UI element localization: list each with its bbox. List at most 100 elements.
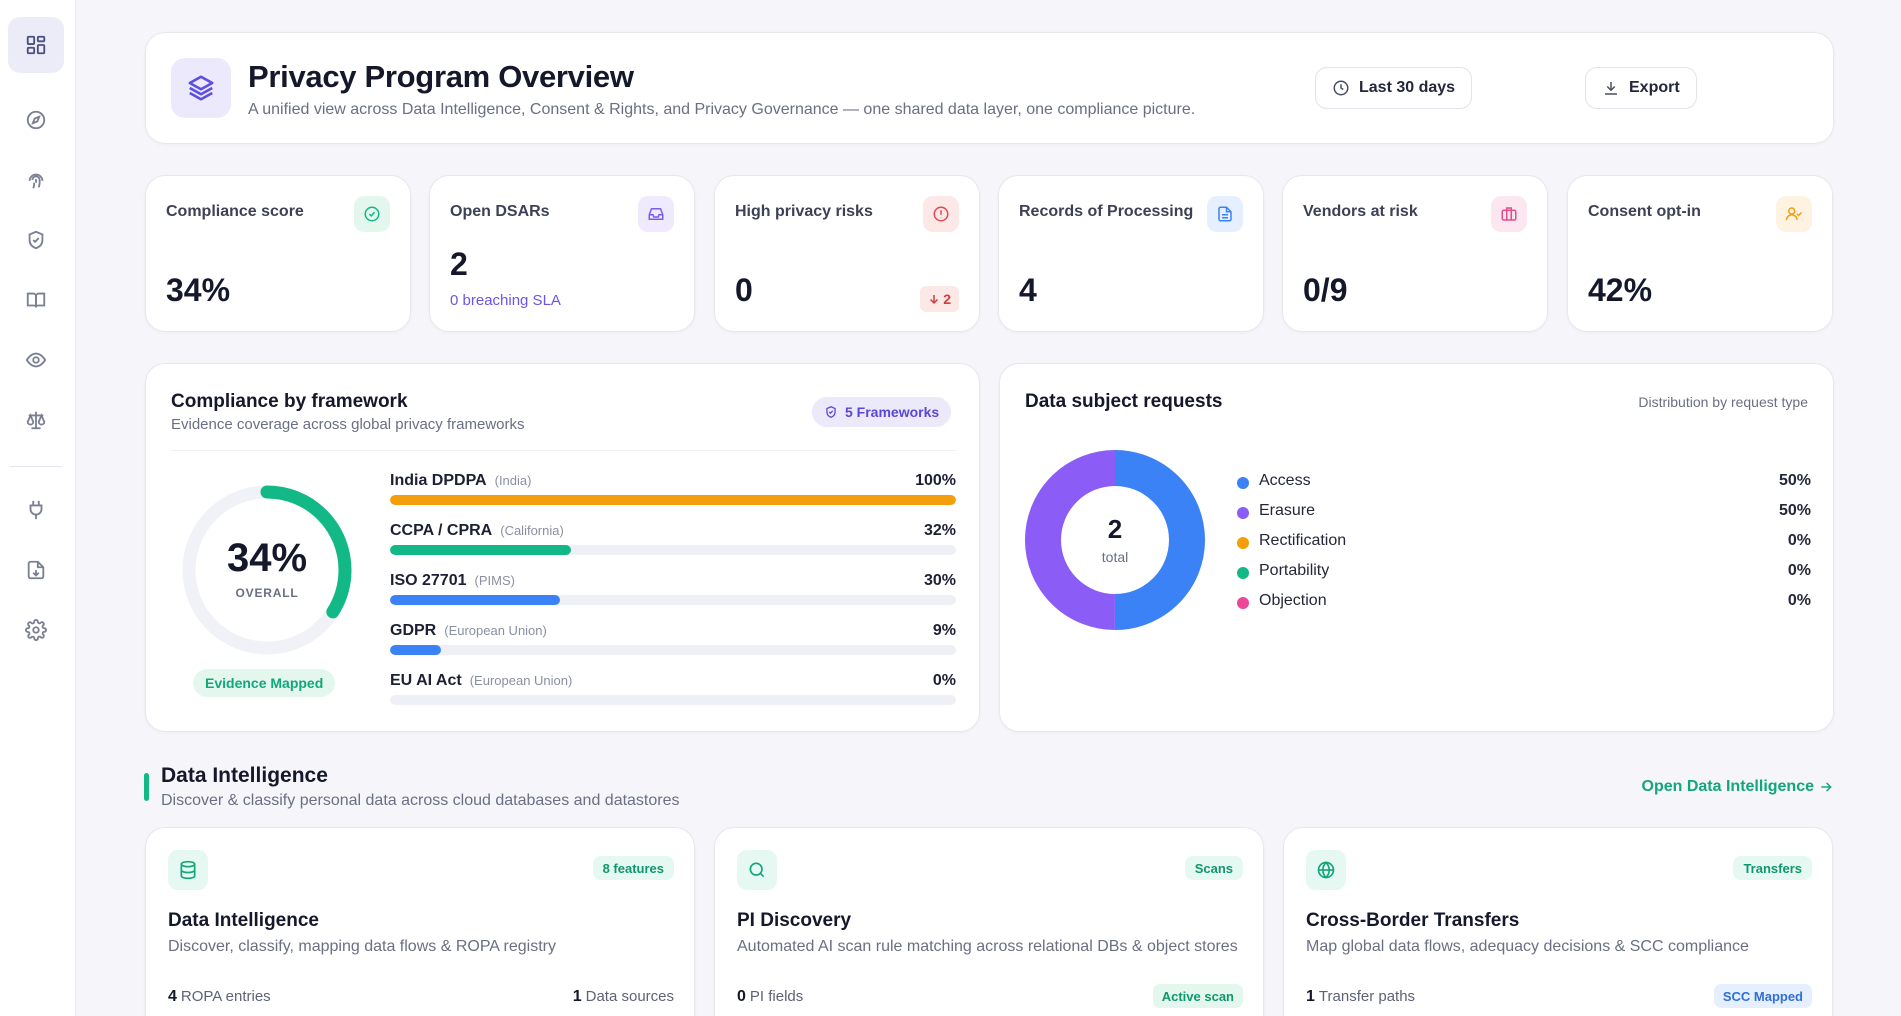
framework-progress-track (390, 595, 956, 605)
dsr-donut-chart (1025, 450, 1205, 630)
database-icon (168, 850, 208, 890)
legend-dot (1237, 537, 1249, 549)
page-title: Privacy Program Overview (248, 59, 634, 94)
sidebar-item-reports[interactable] (8, 542, 64, 598)
legend-dot (1237, 477, 1249, 489)
frameworks-count-label: 5 Frameworks (845, 404, 940, 420)
feature-card-pi-discovery[interactable]: Scans PI Discovery Automated AI scan rul… (714, 827, 1264, 1016)
stat-label: Open DSARs (450, 203, 550, 220)
framework-name-text: CCPA / CPRA (390, 522, 493, 539)
stat-value: 0/9 (1303, 272, 1348, 308)
sidebar-item-discover[interactable] (8, 92, 64, 148)
book-icon (26, 292, 46, 308)
layers-icon (171, 58, 231, 118)
framework-progress-track (390, 645, 956, 655)
sidebar-item-integrations[interactable] (8, 482, 64, 538)
legend-dot (1237, 507, 1249, 519)
framework-row[interactable]: GDPR (European Union) 9% (390, 622, 956, 664)
stat-value: 0 (735, 272, 753, 308)
divider (171, 450, 956, 451)
sidebar-item-settings[interactable] (8, 602, 64, 658)
section-accent-bar (144, 773, 149, 801)
stat-card-vendors-at-risk[interactable]: Vendors at risk 0/9 (1282, 175, 1548, 332)
framework-percent: 30% (923, 572, 956, 589)
framework-name: India DPDPA (India) (390, 472, 531, 490)
framework-row[interactable]: EU AI Act (European Union) 0% (390, 672, 956, 714)
framework-name: GDPR (European Union) (390, 622, 547, 640)
stat-card-records-of-processing[interactable]: Records of Processing 4 (998, 175, 1264, 332)
framework-name-text: ISO 27701 (390, 572, 467, 589)
legend-percent: 50% (1778, 502, 1811, 519)
framework-row[interactable]: CCPA / CPRA (California) 32% (390, 522, 956, 564)
legend-percent: 0% (1787, 592, 1811, 609)
framework-progress-fill (390, 645, 441, 655)
feature-stat: 1 Transfer paths (1306, 988, 1415, 1006)
risk-delta-badge: 2 (920, 286, 959, 312)
framework-row[interactable]: India DPDPA (India) 100% (390, 472, 956, 514)
export-button[interactable]: Export (1585, 67, 1697, 109)
framework-percent: 100% (915, 472, 956, 489)
framework-progress-track (390, 495, 956, 505)
feature-stat-value: 1 (1306, 988, 1315, 1005)
sidebar-item-identity[interactable] (8, 152, 64, 208)
legend-dot (1237, 567, 1249, 579)
inbox-icon (638, 196, 674, 232)
feature-stat-value: 1 (572, 988, 582, 1005)
open-data-intelligence-link[interactable]: Open Data Intelligence (1642, 778, 1833, 796)
frameworks-title: Compliance by framework (171, 391, 408, 412)
feature-stat: 1 Data sources (573, 988, 674, 1006)
sidebar-item-monitoring[interactable] (8, 332, 64, 388)
stat-value: 42% (1588, 272, 1653, 308)
framework-row[interactable]: ISO 27701 (PIMS) 30% (390, 572, 956, 614)
sidebar-item-legal[interactable] (8, 392, 64, 448)
feature-stat-label: Transfer paths (1318, 988, 1416, 1005)
stat-sublabel: 0 breaching SLA (450, 292, 561, 309)
shield-check-icon (28, 230, 44, 250)
feature-badge: Scans (1184, 856, 1243, 880)
feature-description: Map global data flows, adequacy decision… (1306, 938, 1749, 955)
sidebar-item-dashboard[interactable] (8, 17, 64, 73)
stat-card-compliance-score[interactable]: Compliance score 34% (145, 175, 411, 332)
framework-region: (PIMS) (474, 573, 515, 588)
dsr-legend-item: Access 50% (1237, 472, 1811, 494)
shield-check-icon (826, 406, 836, 418)
overall-progress-ring (182, 485, 352, 655)
sidebar-item-policies[interactable] (8, 272, 64, 328)
download-icon (1605, 82, 1617, 95)
plug-icon (29, 500, 43, 520)
feature-stat-label: Data sources (585, 988, 674, 1005)
stat-value: 34% (166, 272, 231, 308)
arrow-right-icon (1821, 782, 1832, 792)
dsr-total-label: total (1101, 549, 1129, 565)
dsr-legend-item: Rectification 0% (1237, 532, 1811, 554)
framework-progress-track (390, 695, 956, 705)
scale-icon (26, 411, 46, 430)
stat-label: Compliance score (166, 203, 304, 220)
feature-title: Cross-Border Transfers (1306, 910, 1520, 931)
page-header: Privacy Program Overview A unified view … (145, 32, 1834, 144)
legend-name: Portability (1259, 562, 1330, 579)
legend-name: Rectification (1259, 532, 1347, 549)
legend-percent: 0% (1787, 532, 1811, 549)
stat-card-consent-opt-in[interactable]: Consent opt-in 42% (1567, 175, 1833, 332)
open-data-intelligence-label: Open Data Intelligence (1641, 778, 1814, 795)
stat-card-open-dsars[interactable]: Open DSARs 2 0 breaching SLA (429, 175, 695, 332)
frameworks-count-badge: 5 Frameworks (812, 397, 952, 427)
stat-card-high-privacy-risks[interactable]: High privacy risks 0 2 (714, 175, 980, 332)
framework-progress-fill (390, 495, 956, 505)
donut-segment-erasure[interactable] (1025, 450, 1205, 630)
dsr-legend-item: Objection 0% (1237, 592, 1811, 614)
search-icon (737, 850, 777, 890)
feature-card-cross-border-transfers[interactable]: Transfers Cross-Border Transfers Map glo… (1283, 827, 1833, 1016)
overall-label: OVERALL (235, 586, 299, 600)
stat-label: Consent opt-in (1588, 203, 1701, 220)
sidebar-item-protection[interactable] (8, 212, 64, 268)
data-intelligence-title: Data Intelligence (161, 764, 328, 787)
date-range-button[interactable]: Last 30 days (1315, 67, 1473, 109)
feature-title: Data Intelligence (168, 910, 319, 931)
stat-label: High privacy risks (735, 203, 873, 220)
feature-description: Automated AI scan rule matching across r… (737, 938, 1238, 955)
feature-card-data-intelligence[interactable]: 8 features Data Intelligence Discover, c… (145, 827, 695, 1016)
file-download-icon (27, 560, 45, 580)
framework-name: EU AI Act (European Union) (390, 672, 572, 690)
